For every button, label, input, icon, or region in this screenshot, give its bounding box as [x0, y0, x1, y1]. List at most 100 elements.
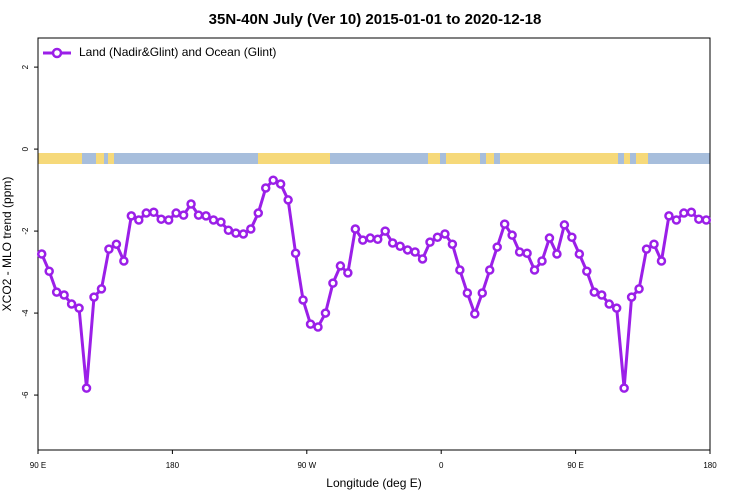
data-point: [604, 299, 614, 309]
data-point: [298, 295, 308, 305]
data-point: [104, 244, 114, 254]
data-point: [163, 215, 174, 225]
data-point: [320, 308, 331, 318]
data-point: [671, 215, 682, 225]
data-point: [36, 249, 47, 259]
data-point: [455, 265, 465, 275]
chart-title: 35N-40N July (Ver 10) 2015-01-01 to 2020…: [209, 11, 542, 28]
x-tick-label: 90 W: [297, 461, 316, 470]
data-line: [40, 178, 707, 390]
data-point: [372, 234, 383, 245]
data-point: [268, 175, 278, 186]
data-point: [156, 214, 166, 224]
x-tick-label: 180: [166, 461, 180, 470]
data-point: [544, 233, 555, 243]
y-tick-label: -2: [21, 227, 30, 235]
data-point: [171, 208, 181, 218]
data-point: [552, 249, 562, 259]
data-point: [686, 207, 697, 217]
data-point: [335, 261, 346, 271]
data-point: [313, 322, 323, 332]
data-point: [402, 245, 413, 255]
data-point: [499, 219, 510, 229]
x-tick-label: 90 E: [30, 461, 46, 470]
data-point: [537, 256, 547, 266]
data-point: [559, 220, 570, 230]
data-point: [358, 235, 368, 245]
data-point: [641, 244, 652, 254]
data-point: [66, 299, 77, 309]
data-point: [694, 214, 704, 224]
data-point: [223, 225, 234, 236]
data-point: [470, 309, 480, 319]
legend-marker: [51, 47, 63, 59]
data-point: [380, 226, 390, 236]
legend-label: Land (Nadir&Glint) and Ocean (Glint): [79, 45, 276, 59]
data-point: [148, 207, 159, 217]
data-point: [89, 292, 99, 302]
data-point: [425, 237, 435, 247]
data-point: [507, 230, 517, 240]
data-point: [193, 210, 204, 220]
data-point: [447, 239, 458, 249]
data-point: [522, 248, 532, 258]
data-point: [208, 215, 219, 225]
data-point: [343, 268, 353, 278]
data-point: [596, 290, 607, 300]
data-point: [634, 284, 644, 294]
data-point: [111, 239, 122, 249]
data-point: [246, 224, 256, 234]
data-point: [51, 287, 62, 297]
data-point: [477, 288, 488, 298]
y-tick-label: 0: [21, 146, 30, 151]
data-point: [395, 241, 405, 252]
y-tick-label: 2: [21, 64, 30, 69]
x-tick-label: 180: [703, 461, 717, 470]
data-point: [350, 224, 361, 234]
data-point: [619, 383, 629, 393]
x-tick-label: 90 E: [567, 461, 583, 470]
data-point: [186, 199, 196, 209]
data-point: [253, 208, 264, 218]
data-point: [59, 290, 69, 300]
data-point: [484, 265, 495, 275]
land-ocean-strip: [38, 153, 710, 164]
data-point: [589, 287, 600, 297]
data-point: [656, 256, 667, 266]
data-point: [305, 319, 316, 329]
data-point: [81, 383, 92, 393]
data-point: [492, 242, 502, 252]
data-point: [574, 249, 585, 259]
data-point: [567, 232, 577, 242]
data-point: [201, 211, 211, 221]
data-point: [275, 179, 286, 189]
data-point: [514, 247, 525, 257]
data-point: [134, 215, 144, 225]
x-tick-label: 0: [439, 461, 444, 470]
data-point: [260, 183, 271, 193]
y-tick-label: -6: [21, 391, 30, 399]
y-tick-label: -4: [21, 309, 30, 317]
data-point: [74, 303, 84, 313]
data-point: [238, 229, 249, 239]
data-point: [664, 211, 674, 221]
data-point: [410, 247, 420, 257]
y-axis-label: XCO2 - MLO trend (ppm): [0, 177, 14, 312]
data-point: [328, 278, 338, 288]
data-point: [126, 211, 137, 221]
data-point: [44, 266, 54, 277]
data-point: [387, 238, 398, 248]
data-point: [432, 232, 443, 242]
data-point: [216, 217, 226, 227]
data-point: [649, 239, 659, 249]
data-point: [529, 265, 540, 275]
data-point: [365, 233, 376, 243]
data-point: [290, 248, 301, 258]
data-point: [679, 208, 689, 218]
data-point: [701, 215, 712, 225]
data-point: [96, 284, 107, 294]
data-point: [626, 292, 637, 302]
plot-frame: [37, 37, 711, 451]
x-axis-label: Longitude (deg E): [326, 476, 421, 490]
data-point: [178, 210, 189, 220]
